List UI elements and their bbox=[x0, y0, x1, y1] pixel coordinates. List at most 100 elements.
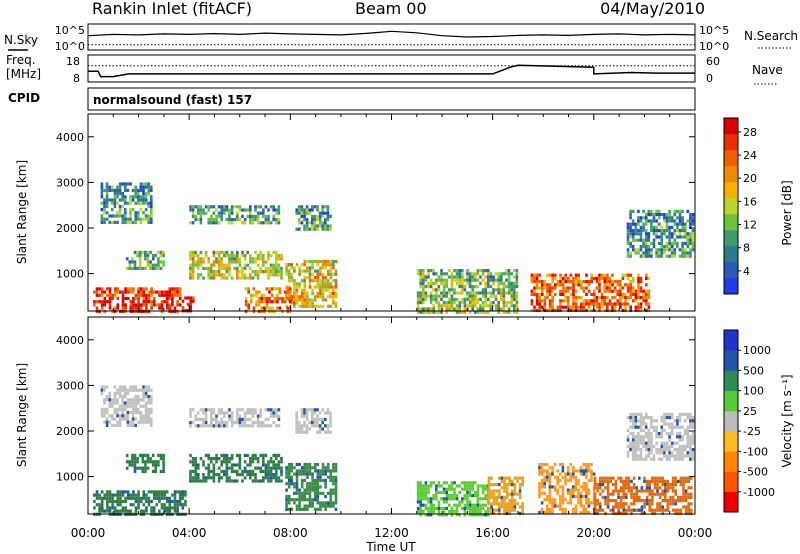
echo-cell bbox=[637, 454, 640, 458]
echo-cell bbox=[298, 285, 301, 289]
echo-cell bbox=[561, 305, 565, 309]
echo-cell bbox=[577, 469, 580, 473]
echo-cell bbox=[321, 259, 325, 264]
echo-cell bbox=[118, 182, 122, 186]
echo-cell bbox=[484, 304, 487, 308]
echo-cell bbox=[632, 286, 635, 290]
echo-cell bbox=[137, 420, 140, 424]
echo-cell bbox=[668, 209, 671, 213]
echo-cell bbox=[306, 472, 309, 476]
echo-cell bbox=[656, 502, 659, 506]
echo-cell bbox=[228, 257, 231, 261]
echo-cell bbox=[111, 401, 114, 405]
echo-cell bbox=[689, 251, 692, 255]
echo-cell bbox=[639, 305, 643, 309]
echo-cell bbox=[100, 287, 104, 291]
echo-cell bbox=[230, 479, 234, 483]
echo-cell bbox=[479, 304, 482, 308]
echo-cell bbox=[103, 198, 106, 202]
echo-cell bbox=[582, 299, 586, 303]
echo-cell bbox=[513, 297, 516, 301]
echo-cell bbox=[484, 294, 487, 298]
echo-cell bbox=[277, 466, 281, 470]
echo-cell bbox=[642, 222, 645, 226]
echo-cell bbox=[663, 454, 666, 458]
echo-cell bbox=[305, 414, 309, 418]
echo-cell bbox=[614, 499, 618, 503]
echo-cell bbox=[548, 292, 552, 296]
echo-cell bbox=[300, 304, 304, 308]
echo-cell bbox=[619, 302, 622, 306]
echo-cell bbox=[487, 272, 490, 276]
echo-cell bbox=[614, 511, 618, 515]
echo-cell bbox=[474, 510, 477, 514]
echo-cell bbox=[321, 504, 325, 508]
echo-cell bbox=[290, 298, 294, 302]
velocity-colorbar-segment bbox=[724, 491, 738, 513]
echo-cell bbox=[505, 508, 509, 512]
echo-cell bbox=[277, 221, 281, 225]
echo-cell bbox=[608, 302, 612, 306]
echo-cell bbox=[308, 472, 312, 476]
noise-ytick-right-bottom: 10^0 bbox=[699, 40, 729, 53]
echo-cell bbox=[474, 481, 477, 485]
echo-cell bbox=[664, 495, 667, 499]
echo-cell bbox=[121, 398, 124, 402]
echo-cell bbox=[184, 499, 187, 504]
echo-cell bbox=[236, 250, 239, 254]
echo-cell bbox=[638, 495, 641, 499]
echo-cell bbox=[629, 432, 632, 436]
echo-cell bbox=[270, 287, 274, 291]
echo-cell bbox=[479, 281, 482, 285]
echo-cell bbox=[678, 254, 682, 258]
echo-cell bbox=[543, 308, 547, 312]
echo-cell bbox=[516, 476, 519, 480]
echo-cell bbox=[689, 422, 692, 426]
echo-cell bbox=[256, 218, 260, 222]
echo-cell bbox=[324, 282, 327, 286]
echo-cell bbox=[498, 505, 501, 509]
echo-cell bbox=[556, 305, 560, 309]
echo-cell bbox=[474, 304, 477, 308]
echo-cell bbox=[116, 420, 119, 424]
echo-cell bbox=[494, 307, 498, 311]
echo-cell bbox=[316, 295, 320, 299]
echo-cell bbox=[427, 307, 430, 311]
echo-cell bbox=[321, 211, 324, 215]
echo-cell bbox=[121, 217, 124, 221]
echo-cell bbox=[670, 232, 674, 236]
echo-cell bbox=[453, 487, 456, 491]
echo-cell bbox=[644, 213, 648, 217]
echo-cell bbox=[129, 211, 132, 215]
echo-cell bbox=[601, 495, 605, 499]
echo-cell bbox=[243, 424, 247, 428]
echo-cell bbox=[455, 494, 459, 498]
echo-cell bbox=[199, 408, 203, 412]
echo-cell bbox=[334, 282, 338, 286]
echo-cell bbox=[683, 232, 687, 236]
echo-cell bbox=[642, 422, 645, 426]
echo-cell bbox=[236, 276, 239, 280]
echo-cell bbox=[293, 295, 296, 299]
echo-cell bbox=[476, 497, 480, 501]
echo-cell bbox=[626, 435, 630, 439]
echo-cell bbox=[502, 297, 506, 301]
echo-cell bbox=[272, 208, 275, 212]
echo-cell bbox=[191, 479, 195, 483]
echo-cell bbox=[334, 478, 338, 483]
echo-cell bbox=[548, 283, 552, 287]
velocity-ytick-label: 4000 bbox=[56, 334, 84, 347]
echo-cell bbox=[668, 238, 671, 242]
echo-cell bbox=[147, 201, 150, 205]
echo-cell bbox=[535, 296, 539, 300]
echo-cell bbox=[442, 301, 446, 305]
echo-cell bbox=[489, 291, 493, 295]
echo-cell bbox=[515, 291, 519, 295]
echo-cell bbox=[538, 466, 541, 470]
echo-cell bbox=[147, 214, 150, 218]
echo-cell bbox=[303, 211, 306, 215]
echo-cell bbox=[207, 208, 210, 212]
echo-cell bbox=[285, 263, 288, 267]
echo-cell bbox=[168, 303, 172, 307]
echo-cell bbox=[593, 296, 596, 300]
